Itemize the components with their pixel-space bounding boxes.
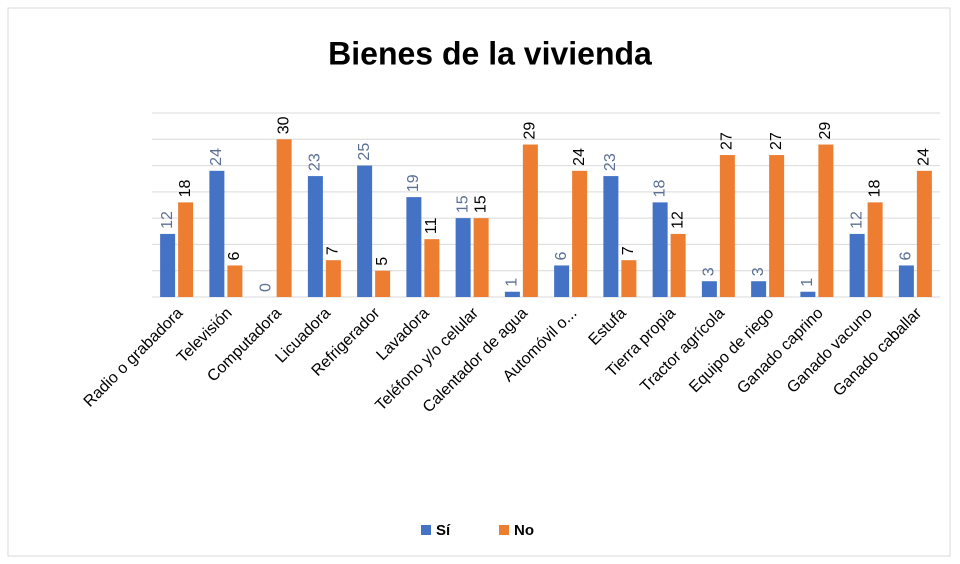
data-label: 29 xyxy=(522,122,539,140)
chart-title: Bienes de la vivienda xyxy=(328,35,652,71)
data-label: 15 xyxy=(472,195,489,213)
data-label: 12 xyxy=(159,211,176,229)
data-label: 7 xyxy=(325,246,342,255)
bar xyxy=(916,170,932,297)
data-label: 29 xyxy=(817,122,834,140)
bar xyxy=(455,218,471,297)
legend-label: No xyxy=(514,522,534,539)
bar xyxy=(160,233,176,297)
data-label: 18 xyxy=(651,179,668,197)
bar xyxy=(719,155,735,297)
legend-swatch xyxy=(421,525,431,535)
bar xyxy=(522,144,538,297)
data-label: 3 xyxy=(750,267,767,276)
bar xyxy=(572,170,588,297)
bar xyxy=(357,165,373,297)
bar xyxy=(867,202,883,297)
data-label: 23 xyxy=(307,153,324,171)
data-label: 6 xyxy=(898,251,915,260)
data-label: 23 xyxy=(602,153,619,171)
bar xyxy=(276,139,292,297)
data-label: 1 xyxy=(504,278,521,287)
bar xyxy=(769,155,785,297)
bar xyxy=(818,144,834,297)
data-label: 30 xyxy=(275,116,292,134)
bar xyxy=(603,176,619,297)
bar xyxy=(701,281,717,297)
bar xyxy=(178,202,194,297)
data-label: 18 xyxy=(177,179,194,197)
bar xyxy=(325,260,341,297)
bar xyxy=(406,197,422,297)
data-label: 1 xyxy=(799,278,816,287)
bar xyxy=(849,233,865,297)
data-label: 3 xyxy=(701,267,718,276)
bar xyxy=(375,270,391,297)
bar xyxy=(670,233,686,297)
data-label: 19 xyxy=(405,174,422,192)
bar xyxy=(652,202,668,297)
data-label: 11 xyxy=(423,217,440,234)
bar xyxy=(209,170,225,297)
bar xyxy=(621,260,637,297)
bar xyxy=(554,265,570,297)
bar xyxy=(424,239,440,297)
data-label: 24 xyxy=(571,148,588,166)
data-label: 15 xyxy=(454,195,471,213)
data-label: 12 xyxy=(669,211,686,229)
data-label: 7 xyxy=(620,246,637,255)
bar xyxy=(800,291,816,297)
data-label: 6 xyxy=(226,251,243,260)
bar xyxy=(227,265,243,297)
bar xyxy=(307,176,323,297)
data-label: 0 xyxy=(257,283,274,292)
bar xyxy=(504,291,520,297)
data-label: 5 xyxy=(374,257,391,266)
legend-label: Sí xyxy=(436,522,451,539)
data-label: 27 xyxy=(719,132,736,150)
bar xyxy=(898,265,914,297)
data-label: 24 xyxy=(208,148,225,166)
data-label: 24 xyxy=(916,148,933,166)
data-label: 18 xyxy=(866,179,883,197)
bar xyxy=(751,281,767,297)
data-label: 6 xyxy=(553,251,570,260)
data-label: 12 xyxy=(848,211,865,229)
data-label: 25 xyxy=(356,143,373,161)
bar xyxy=(473,218,489,297)
legend-swatch xyxy=(499,525,509,535)
data-label: 27 xyxy=(768,132,785,150)
